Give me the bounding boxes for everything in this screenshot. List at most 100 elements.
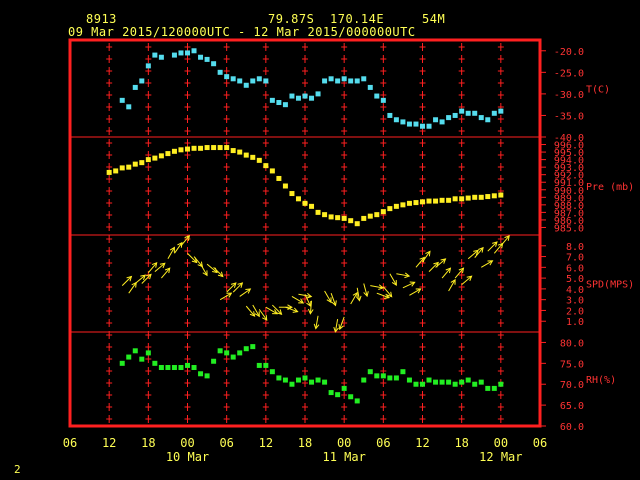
y-tick-label: 5.0 [566, 274, 584, 285]
wind-arrowhead [338, 324, 344, 331]
pressure-point [178, 147, 184, 153]
wind-arrowhead [487, 260, 494, 266]
wind-arrow [402, 281, 415, 289]
pressure-point [171, 148, 177, 154]
humidity-point [478, 379, 484, 385]
y-tick-label: 986.0 [554, 216, 584, 227]
wind-arrow [467, 249, 479, 260]
humidity-point [315, 377, 321, 383]
temperature-point [269, 97, 275, 103]
wind-arrowhead [326, 297, 332, 304]
temperature-point [478, 115, 484, 121]
wind-arrowhead [159, 262, 166, 269]
pressure-point [230, 148, 236, 154]
pressure-point [413, 200, 419, 206]
humidity-point [171, 365, 177, 371]
pressure-point [263, 163, 269, 169]
humidity-point [204, 373, 210, 379]
wind-arrow [226, 282, 237, 293]
wind-arrow [141, 273, 152, 284]
pressure-point [374, 212, 380, 218]
wind-arrow [187, 252, 198, 263]
temperature-point [282, 102, 288, 108]
humidity-point [243, 346, 249, 352]
pressure-point [433, 198, 439, 204]
temperature-point [217, 69, 223, 75]
humidity-point [198, 371, 204, 377]
wind-arrow [356, 287, 360, 301]
station-latitude: 79.87S [268, 12, 315, 26]
pressure-point [224, 145, 230, 151]
wind-arrowhead [202, 270, 208, 277]
pressure-point [132, 161, 138, 167]
humidity-point [498, 381, 504, 387]
wind-arrowhead [450, 278, 456, 285]
temperature-point [119, 97, 125, 103]
wind-arrowhead [363, 291, 369, 298]
pressure-point [152, 155, 158, 161]
wind-arrow [324, 290, 332, 303]
wind-arrowhead [492, 241, 498, 247]
wind-arrowhead [355, 295, 362, 302]
wind-arrow [134, 274, 146, 284]
humidity-point [426, 377, 432, 383]
page-number: 2 [14, 463, 21, 476]
wind-arrow [448, 279, 456, 292]
pressure-point [459, 196, 465, 202]
y-tick-label: 995.0 [554, 148, 584, 159]
wind-arrowhead [415, 288, 422, 294]
wind-arrowhead [262, 314, 268, 321]
humidity-point [348, 394, 354, 400]
y-tick-label: -30.0 [554, 90, 584, 101]
humidity-point [433, 379, 439, 385]
pressure-point [250, 154, 256, 160]
wind-arrow [315, 315, 319, 329]
wind-arrow [154, 262, 166, 273]
wind-arrow [174, 242, 183, 254]
wind-arrow [161, 267, 171, 279]
pressure-point [491, 193, 497, 199]
wind-arrow [330, 293, 337, 306]
humidity-point [289, 381, 295, 387]
wind-arrow [370, 285, 384, 289]
wind-arrowhead [478, 246, 484, 253]
y-tick-label: -25.0 [554, 68, 584, 79]
temperature-point [191, 48, 197, 54]
humidity-point [452, 381, 458, 387]
wind-arrowhead [458, 267, 465, 274]
wind-arrowhead [440, 258, 447, 264]
pressure-point [191, 145, 197, 151]
wind-arrow [304, 294, 311, 307]
humidity-point [322, 379, 328, 385]
pressure-point [348, 218, 354, 224]
humidity-point [400, 369, 406, 375]
pressure-point [322, 212, 328, 218]
wind-arrowhead [230, 282, 237, 288]
humidity-point [126, 354, 132, 360]
wind-arrow [376, 292, 390, 299]
wind-arrow [428, 262, 439, 272]
humidity-point [406, 377, 412, 383]
humidity-point [491, 385, 497, 391]
pressure-point [276, 175, 282, 181]
wind-arrowhead [425, 250, 431, 257]
x-tick-label: 18 [141, 436, 155, 450]
wind-arrowhead [146, 273, 152, 280]
panel-label: RH(%) [586, 375, 616, 386]
temperature-point [185, 50, 190, 56]
pressure-point [354, 221, 360, 227]
humidity-point [119, 360, 125, 366]
wind-arrow [309, 300, 313, 314]
humidity-point [139, 356, 145, 362]
humidity-point [256, 362, 262, 368]
humidity-point [276, 375, 282, 381]
humidity-point [413, 381, 419, 387]
wind-arrowhead [140, 274, 147, 280]
temperature-point [361, 76, 367, 82]
temperature-point [171, 52, 177, 58]
pressure-point [198, 145, 204, 151]
temperature-point [224, 74, 230, 80]
wind-arrowhead [466, 275, 473, 282]
pressure-point [452, 196, 458, 202]
pressure-point [204, 145, 210, 151]
